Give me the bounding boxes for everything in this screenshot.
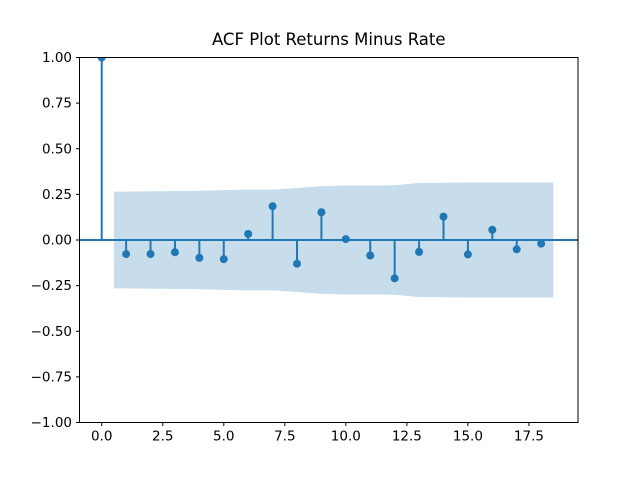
y-tick-label-0.50: 0.50 — [42, 141, 72, 157]
marker-lag-17 — [512, 245, 521, 254]
marker-lag-6 — [244, 229, 253, 238]
marker-lag-7 — [268, 202, 277, 211]
x-tick-label-5.0: 5.0 — [213, 429, 234, 445]
marker-lag-3 — [170, 248, 179, 257]
x-tick-label-0.0: 0.0 — [91, 429, 112, 445]
marker-lag-5 — [219, 255, 228, 264]
marker-lag-1 — [122, 250, 131, 259]
marker-lag-2 — [146, 250, 155, 259]
marker-lag-16 — [488, 225, 497, 234]
axes-layer: 0.0 2.5 5.0 7.5 10.0 12.5 15.0 17.5 1.00 0.75 0.50… — [31, 50, 579, 445]
x-tick-label-7.5: 7.5 — [274, 429, 295, 445]
y-tick-label-1.00: 1.00 — [42, 50, 72, 66]
marker-lag-18 — [537, 239, 546, 248]
marker-lag-11 — [366, 251, 375, 260]
y-tick-label-0.00: 0.00 — [42, 233, 72, 249]
y-tick-label-−0.75: −0.75 — [31, 369, 72, 385]
y-tick-label-0.75: 0.75 — [42, 96, 72, 112]
x-tick-label-12.5: 12.5 — [392, 429, 422, 445]
marker-lag-4 — [195, 253, 204, 262]
marker-lag-10 — [341, 235, 350, 244]
data-markers-layer — [97, 57, 546, 283]
y-tick-label-−1.00: −1.00 — [31, 415, 72, 431]
marker-lag-15 — [463, 250, 472, 259]
marker-lag-9 — [317, 208, 326, 217]
y-tick-label-−0.25: −0.25 — [31, 278, 72, 294]
marker-lag-12 — [390, 274, 399, 283]
x-tick-label-17.5: 17.5 — [514, 429, 544, 445]
x-tick-label-2.5: 2.5 — [152, 429, 173, 445]
chart-title: ACF Plot Returns Minus Rate — [212, 30, 446, 49]
marker-lag-8 — [293, 259, 302, 268]
marker-lag-13 — [415, 247, 424, 256]
marker-lag-14 — [439, 212, 448, 221]
x-tick-label-10.0: 10.0 — [331, 429, 361, 445]
marker-lag-0 — [97, 57, 106, 62]
y-tick-label-0.25: 0.25 — [42, 187, 72, 203]
y-tick-label-−0.50: −0.50 — [31, 324, 72, 340]
x-tick-label-15.0: 15.0 — [453, 429, 483, 445]
